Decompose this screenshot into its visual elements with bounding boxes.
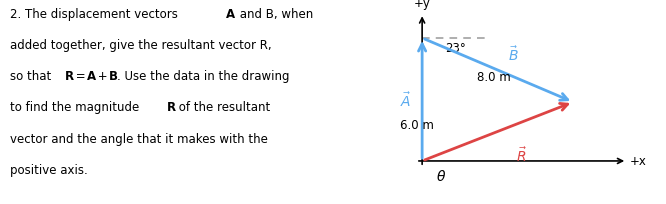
- Text: and B, when: and B, when: [236, 8, 314, 21]
- Text: $\vec{A}$: $\vec{A}$: [400, 91, 411, 109]
- Text: R: R: [65, 70, 74, 83]
- Text: B: B: [109, 70, 119, 83]
- Text: R: R: [167, 101, 176, 114]
- Text: A: A: [226, 8, 235, 21]
- Text: . Use the data in the drawing: . Use the data in the drawing: [117, 70, 289, 83]
- Text: =: =: [73, 70, 90, 83]
- Text: positive axis.: positive axis.: [11, 163, 88, 176]
- Text: to find the magnitude: to find the magnitude: [11, 101, 143, 114]
- Text: +: +: [95, 70, 112, 83]
- Text: $\vec{R}$: $\vec{R}$: [516, 146, 527, 165]
- Text: A: A: [87, 70, 96, 83]
- Text: $\theta$: $\theta$: [436, 168, 447, 183]
- Text: vector and the angle that it makes with the: vector and the angle that it makes with …: [11, 132, 268, 145]
- Text: so that: so that: [11, 70, 55, 83]
- Text: 23°: 23°: [445, 42, 466, 55]
- Text: 2. The displacement vectors: 2. The displacement vectors: [11, 8, 182, 21]
- Text: +x: +x: [630, 155, 647, 168]
- Text: +y: +y: [414, 0, 430, 10]
- Text: 8.0 m: 8.0 m: [477, 71, 510, 84]
- Text: of the resultant: of the resultant: [174, 101, 270, 114]
- Text: 6.0 m: 6.0 m: [400, 118, 434, 131]
- Text: added together, give the resultant vector R,: added together, give the resultant vecto…: [11, 39, 272, 52]
- Text: $\vec{B}$: $\vec{B}$: [508, 45, 519, 63]
